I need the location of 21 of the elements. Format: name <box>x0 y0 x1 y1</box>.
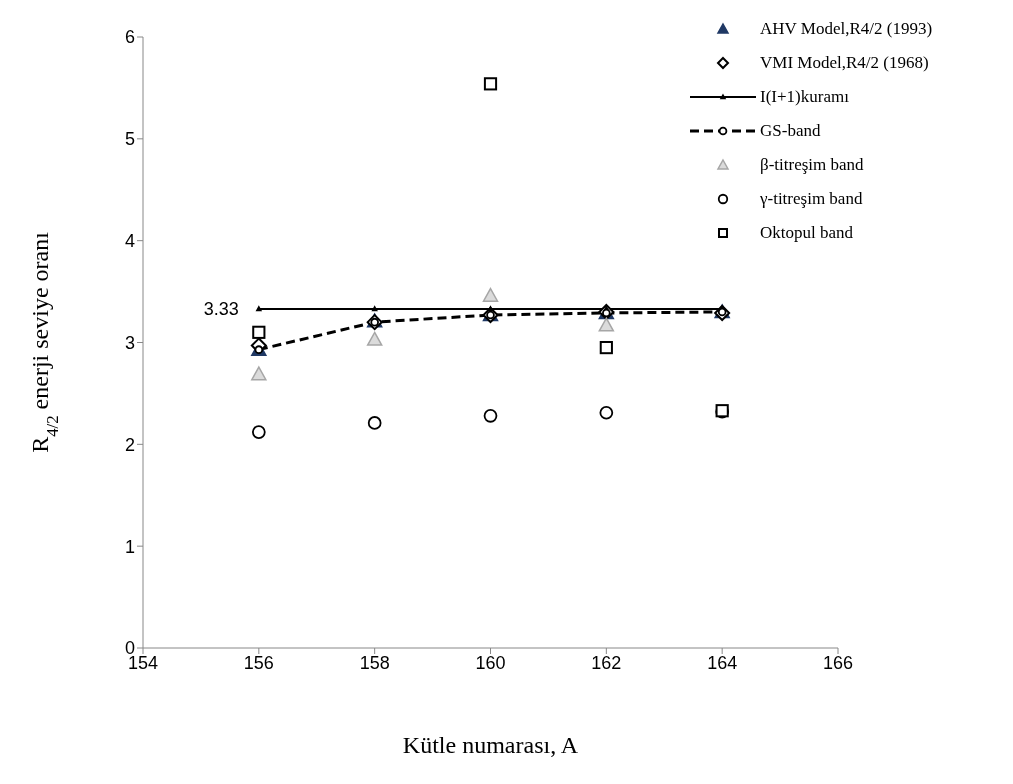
y-tick-label: 5 <box>124 129 135 150</box>
legend-label: Oktopul band <box>760 223 854 243</box>
y-tick-label: 3 <box>124 332 135 353</box>
y-tick-label: 1 <box>124 536 135 557</box>
y-tick-label: 2 <box>124 434 135 455</box>
legend-label: β-titreşim band <box>760 155 864 175</box>
legend-label: I(I+1)kuramı <box>760 87 849 107</box>
x-tick-label: 166 <box>822 652 854 673</box>
x-axis-title: Kütle numarası, A <box>402 732 579 758</box>
x-tick-label: 162 <box>591 652 622 673</box>
annotation: 3.33 <box>203 299 239 320</box>
legend-label: AHV Model,R4/2 (1993) <box>760 19 933 39</box>
x-tick-label: 160 <box>475 652 506 673</box>
y-tick-label: 6 <box>124 27 135 48</box>
y-tick-label: 4 <box>124 231 135 252</box>
x-tick-label: 164 <box>707 652 738 673</box>
x-tick-label: 156 <box>243 652 274 673</box>
legend-label: γ-titreşim band <box>760 189 863 209</box>
legend-label: GS-band <box>760 121 821 141</box>
legend-label: VMI Model,R4/2 (1968) <box>760 53 929 73</box>
x-tick-label: 158 <box>359 652 390 673</box>
